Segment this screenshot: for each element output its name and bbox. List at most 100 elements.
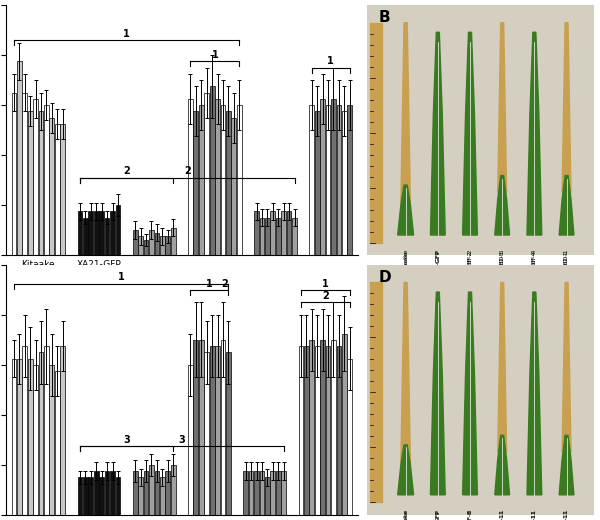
- Bar: [49, 365, 54, 515]
- Bar: [166, 236, 170, 255]
- Text: N3: N3: [320, 505, 325, 512]
- Polygon shape: [527, 32, 542, 235]
- Text: Y786F-4: Y786F-4: [532, 250, 537, 276]
- Text: N10: N10: [237, 505, 242, 515]
- Bar: [116, 205, 121, 255]
- Bar: [171, 465, 176, 515]
- Bar: [22, 93, 27, 255]
- Text: Y907D-11: Y907D-11: [500, 509, 505, 520]
- Text: XA21-GFP: XA21-GFP: [221, 305, 263, 314]
- Bar: [94, 211, 98, 255]
- Bar: [61, 124, 65, 255]
- Text: Y786D: Y786D: [317, 288, 344, 296]
- Text: Y786F: Y786F: [263, 288, 289, 296]
- Text: 1: 1: [118, 272, 125, 282]
- Polygon shape: [498, 23, 506, 192]
- Polygon shape: [498, 282, 506, 452]
- Bar: [221, 340, 226, 515]
- Bar: [28, 111, 32, 255]
- Text: Y909D-11: Y909D-11: [564, 510, 569, 520]
- Bar: [99, 477, 104, 515]
- Bar: [342, 334, 347, 515]
- Bar: [331, 99, 336, 255]
- Bar: [326, 346, 331, 515]
- Bar: [149, 465, 154, 515]
- Bar: [138, 236, 143, 255]
- Text: N1: N1: [309, 505, 314, 512]
- Bar: [105, 471, 109, 515]
- Bar: [88, 477, 93, 515]
- Bar: [171, 228, 176, 255]
- Bar: [22, 346, 27, 515]
- Text: Y698F-2: Y698F-2: [467, 250, 472, 276]
- Text: XA21-GFP: XA21-GFP: [436, 509, 440, 520]
- Bar: [205, 93, 209, 255]
- Bar: [33, 99, 38, 255]
- Text: N4: N4: [271, 505, 275, 512]
- Bar: [276, 217, 281, 255]
- Bar: [133, 471, 137, 515]
- Bar: [310, 105, 314, 255]
- Text: Y786F-4: Y786F-4: [532, 249, 537, 274]
- Polygon shape: [430, 292, 445, 495]
- Text: Y698F-2: Y698F-2: [467, 249, 472, 274]
- Polygon shape: [401, 282, 410, 463]
- Bar: [110, 211, 115, 255]
- Polygon shape: [495, 176, 509, 235]
- Text: 1: 1: [211, 50, 218, 60]
- Text: N6: N6: [215, 505, 220, 512]
- Text: N6: N6: [281, 505, 286, 512]
- Bar: [226, 353, 231, 515]
- Bar: [254, 471, 259, 515]
- Bar: [199, 105, 203, 255]
- Text: N3: N3: [265, 505, 270, 512]
- Bar: [28, 359, 32, 515]
- Bar: [99, 211, 104, 255]
- Bar: [221, 105, 226, 255]
- Bar: [215, 99, 220, 255]
- Bar: [44, 346, 49, 515]
- Bar: [337, 105, 341, 255]
- Text: N8: N8: [292, 505, 297, 512]
- Bar: [331, 340, 336, 515]
- Bar: [38, 353, 43, 515]
- Bar: [370, 23, 382, 242]
- Text: Y698D-5: Y698D-5: [500, 249, 505, 276]
- Text: N5: N5: [154, 505, 160, 512]
- Bar: [310, 340, 314, 515]
- Text: 1: 1: [123, 29, 130, 39]
- Bar: [143, 471, 148, 515]
- Bar: [342, 111, 347, 255]
- Bar: [17, 359, 22, 515]
- Bar: [260, 471, 265, 515]
- Text: N7: N7: [220, 505, 226, 512]
- Polygon shape: [495, 435, 509, 495]
- Text: N5: N5: [209, 505, 215, 512]
- Text: N1: N1: [254, 505, 259, 512]
- Text: Y698D-5: Y698D-5: [500, 250, 505, 277]
- Text: N7: N7: [165, 505, 170, 512]
- Bar: [44, 105, 49, 255]
- Text: N3: N3: [143, 505, 149, 512]
- Bar: [55, 371, 59, 515]
- Bar: [143, 240, 148, 255]
- Text: XA21-GFP: XA21-GFP: [436, 510, 440, 520]
- Text: XA21-GFP: XA21-GFP: [503, 275, 541, 284]
- Bar: [11, 93, 16, 255]
- Bar: [33, 365, 38, 515]
- Bar: [77, 477, 82, 515]
- Bar: [320, 340, 325, 515]
- Bar: [299, 346, 304, 515]
- Bar: [11, 359, 16, 515]
- Text: XA21-GFP: XA21-GFP: [436, 249, 440, 280]
- Bar: [347, 359, 352, 515]
- Bar: [292, 217, 297, 255]
- Bar: [210, 86, 215, 255]
- Bar: [249, 471, 253, 515]
- Text: Kitaake: Kitaake: [403, 250, 408, 274]
- Bar: [188, 365, 193, 515]
- Bar: [337, 346, 341, 515]
- Bar: [83, 477, 88, 515]
- Bar: [155, 232, 159, 255]
- Bar: [304, 346, 309, 515]
